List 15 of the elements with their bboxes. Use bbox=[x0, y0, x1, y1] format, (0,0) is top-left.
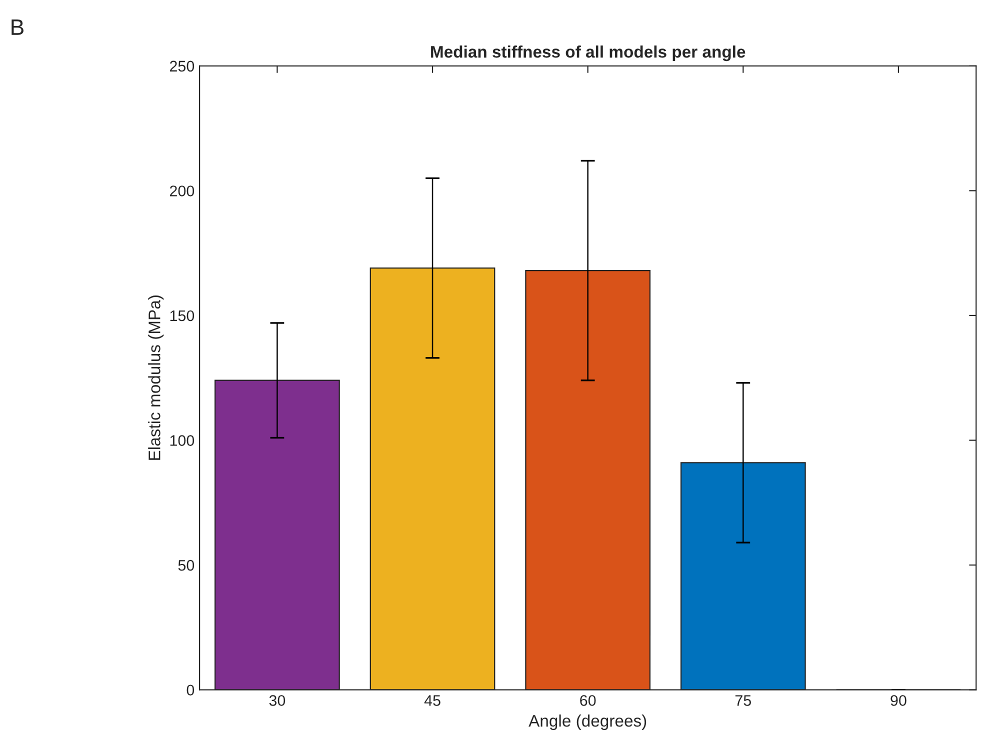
x-tick-label: 45 bbox=[424, 695, 440, 706]
y-tick-label: 250 bbox=[170, 60, 194, 72]
x-tick-label: 60 bbox=[580, 695, 596, 706]
text: B bbox=[12, 20, 24, 35]
chart-title: Median stiffness of all models per angle bbox=[431, 46, 746, 62]
y-tick-label: 150 bbox=[170, 310, 194, 322]
y-tick-label: 100 bbox=[170, 435, 194, 446]
x-tick-label: 30 bbox=[269, 695, 286, 706]
x-axis-title: Angle (degrees) bbox=[528, 714, 646, 730]
x-tick-label: 90 bbox=[890, 695, 906, 706]
y-tick-label: 200 bbox=[170, 186, 194, 196]
y-tick-label: 50 bbox=[178, 560, 194, 571]
x-tick-label: 75 bbox=[735, 695, 752, 706]
y-axis-title: Elastic modulus (MPa) bbox=[148, 296, 164, 460]
y-tick-label: 0 bbox=[186, 684, 194, 696]
